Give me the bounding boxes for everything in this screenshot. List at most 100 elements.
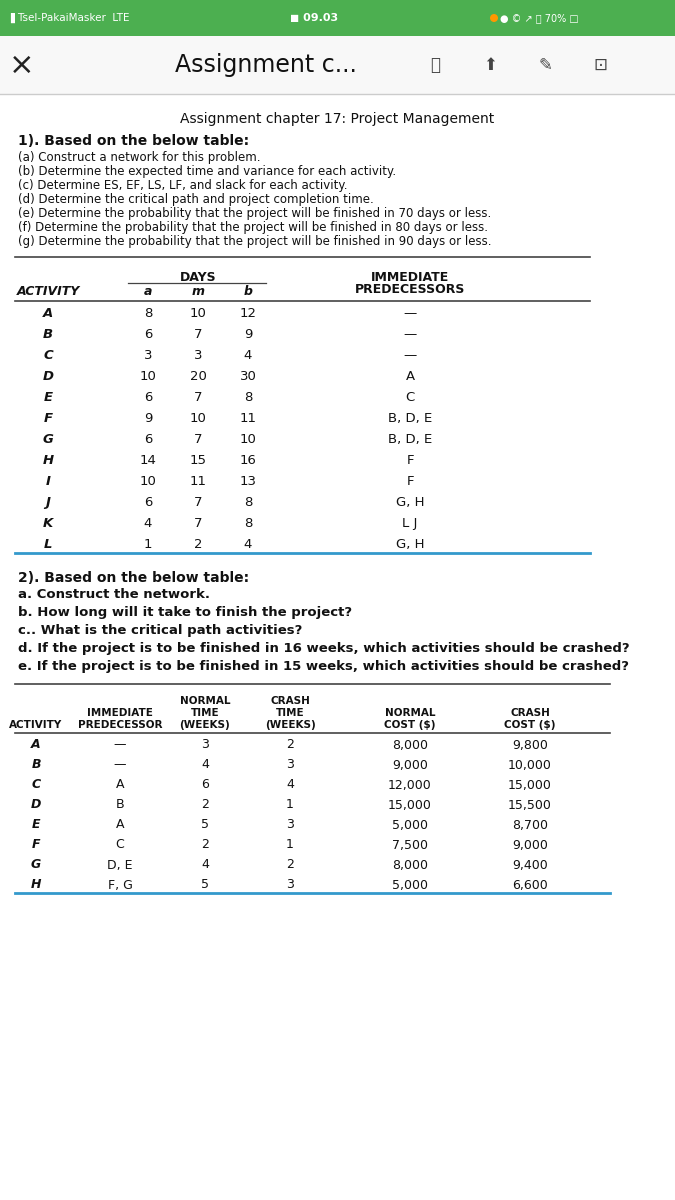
Text: 8,700: 8,700 bbox=[512, 818, 548, 832]
Text: 3: 3 bbox=[144, 349, 153, 362]
Text: G, H: G, H bbox=[396, 496, 425, 509]
Text: 10: 10 bbox=[140, 475, 157, 488]
Text: F, G: F, G bbox=[107, 878, 132, 892]
Text: 15: 15 bbox=[190, 454, 207, 467]
Text: G: G bbox=[43, 433, 53, 446]
Text: C: C bbox=[32, 779, 40, 792]
Text: A: A bbox=[43, 307, 53, 320]
Text: (b) Determine the expected time and variance for each activity.: (b) Determine the expected time and vari… bbox=[18, 164, 396, 178]
Text: 2: 2 bbox=[286, 738, 294, 751]
Text: CRASH: CRASH bbox=[510, 708, 550, 718]
Text: c.. What is the critical path activities?: c.. What is the critical path activities… bbox=[18, 624, 302, 637]
Text: 11: 11 bbox=[190, 475, 207, 488]
Text: 8,000: 8,000 bbox=[392, 738, 428, 751]
Text: (a) Construct a network for this problem.: (a) Construct a network for this problem… bbox=[18, 151, 261, 164]
Text: B: B bbox=[43, 328, 53, 341]
Text: G, H: G, H bbox=[396, 538, 425, 551]
Text: TIME: TIME bbox=[190, 708, 219, 718]
Text: C: C bbox=[115, 839, 124, 852]
Text: Assignment c...: Assignment c... bbox=[175, 53, 357, 77]
Text: ✎: ✎ bbox=[538, 56, 552, 74]
Text: J: J bbox=[45, 496, 51, 509]
Text: IMMEDIATE: IMMEDIATE bbox=[371, 271, 449, 284]
Text: 6: 6 bbox=[144, 391, 152, 404]
Text: 10: 10 bbox=[240, 433, 256, 446]
Text: G: G bbox=[31, 858, 41, 871]
Text: b. How long will it take to finish the project?: b. How long will it take to finish the p… bbox=[18, 606, 352, 619]
Text: 4: 4 bbox=[144, 517, 152, 530]
Text: 2: 2 bbox=[286, 858, 294, 871]
Text: L: L bbox=[44, 538, 52, 551]
Text: —: — bbox=[404, 307, 416, 320]
Circle shape bbox=[490, 14, 498, 22]
Text: (WEEKS): (WEEKS) bbox=[265, 720, 315, 730]
Text: (c) Determine ES, EF, LS, LF, and slack for each activity.: (c) Determine ES, EF, LS, LF, and slack … bbox=[18, 179, 348, 192]
Text: 1). Based on the below table:: 1). Based on the below table: bbox=[18, 134, 249, 148]
Text: 3: 3 bbox=[194, 349, 202, 362]
Text: NORMAL: NORMAL bbox=[180, 696, 230, 706]
Text: DAYS: DAYS bbox=[180, 271, 216, 284]
Text: —: — bbox=[114, 738, 126, 751]
Text: 9: 9 bbox=[144, 412, 152, 425]
Text: 9,000: 9,000 bbox=[392, 758, 428, 772]
Text: A: A bbox=[31, 738, 40, 751]
Text: 14: 14 bbox=[140, 454, 157, 467]
Text: 4: 4 bbox=[201, 758, 209, 772]
Text: (f) Determine the probability that the project will be finished in 80 days or le: (f) Determine the probability that the p… bbox=[18, 221, 488, 234]
Text: L J: L J bbox=[402, 517, 418, 530]
Text: 2: 2 bbox=[201, 798, 209, 811]
Text: b: b bbox=[244, 284, 252, 298]
Text: B: B bbox=[31, 758, 40, 772]
Text: COST ($): COST ($) bbox=[384, 720, 436, 730]
Text: 1: 1 bbox=[144, 538, 153, 551]
Text: 16: 16 bbox=[240, 454, 256, 467]
Text: 30: 30 bbox=[240, 370, 256, 383]
Text: ×: × bbox=[9, 50, 34, 79]
Text: COST ($): COST ($) bbox=[504, 720, 556, 730]
Text: 8,000: 8,000 bbox=[392, 858, 428, 871]
Text: 2: 2 bbox=[194, 538, 202, 551]
Text: 3: 3 bbox=[286, 878, 294, 892]
Text: d. If the project is to be finished in 16 weeks, which activities should be cras: d. If the project is to be finished in 1… bbox=[18, 642, 630, 655]
Text: 15,500: 15,500 bbox=[508, 798, 552, 811]
Text: 8: 8 bbox=[244, 517, 252, 530]
Text: 3: 3 bbox=[286, 758, 294, 772]
Text: H: H bbox=[31, 878, 41, 892]
Text: 6,600: 6,600 bbox=[512, 878, 548, 892]
Text: 10: 10 bbox=[190, 412, 207, 425]
Text: ⊡: ⊡ bbox=[593, 56, 607, 74]
Text: 7: 7 bbox=[194, 328, 202, 341]
Text: 3: 3 bbox=[286, 818, 294, 832]
Text: 4: 4 bbox=[244, 538, 252, 551]
Text: CRASH: CRASH bbox=[270, 696, 310, 706]
Text: F: F bbox=[43, 412, 53, 425]
Text: 9,800: 9,800 bbox=[512, 738, 548, 751]
Text: 8: 8 bbox=[244, 496, 252, 509]
Text: TIME: TIME bbox=[275, 708, 304, 718]
Text: H: H bbox=[43, 454, 53, 467]
Text: 8: 8 bbox=[144, 307, 152, 320]
Text: D, E: D, E bbox=[107, 858, 133, 871]
Text: —: — bbox=[114, 758, 126, 772]
Text: ▌Tsel-PakaiMasker  LTE: ▌Tsel-PakaiMasker LTE bbox=[10, 13, 130, 23]
Text: 6: 6 bbox=[144, 328, 152, 341]
Bar bbox=[0, 0, 675, 36]
Text: 15,000: 15,000 bbox=[508, 779, 552, 792]
Text: 5,000: 5,000 bbox=[392, 878, 428, 892]
Text: 2). Based on the below table:: 2). Based on the below table: bbox=[18, 571, 249, 584]
Text: 15,000: 15,000 bbox=[388, 798, 432, 811]
Text: m: m bbox=[192, 284, 205, 298]
Text: —: — bbox=[404, 328, 416, 341]
Text: 4: 4 bbox=[286, 779, 294, 792]
Text: E: E bbox=[43, 391, 53, 404]
Text: 7: 7 bbox=[194, 433, 202, 446]
Text: B, D, E: B, D, E bbox=[388, 412, 432, 425]
Text: F: F bbox=[406, 454, 414, 467]
Text: PREDECESSORS: PREDECESSORS bbox=[355, 283, 465, 296]
Text: F: F bbox=[32, 839, 40, 852]
Text: 6: 6 bbox=[144, 433, 152, 446]
Text: 7: 7 bbox=[194, 517, 202, 530]
Text: A: A bbox=[115, 818, 124, 832]
Text: ◼ 09.03: ◼ 09.03 bbox=[290, 13, 338, 23]
Text: F: F bbox=[406, 475, 414, 488]
